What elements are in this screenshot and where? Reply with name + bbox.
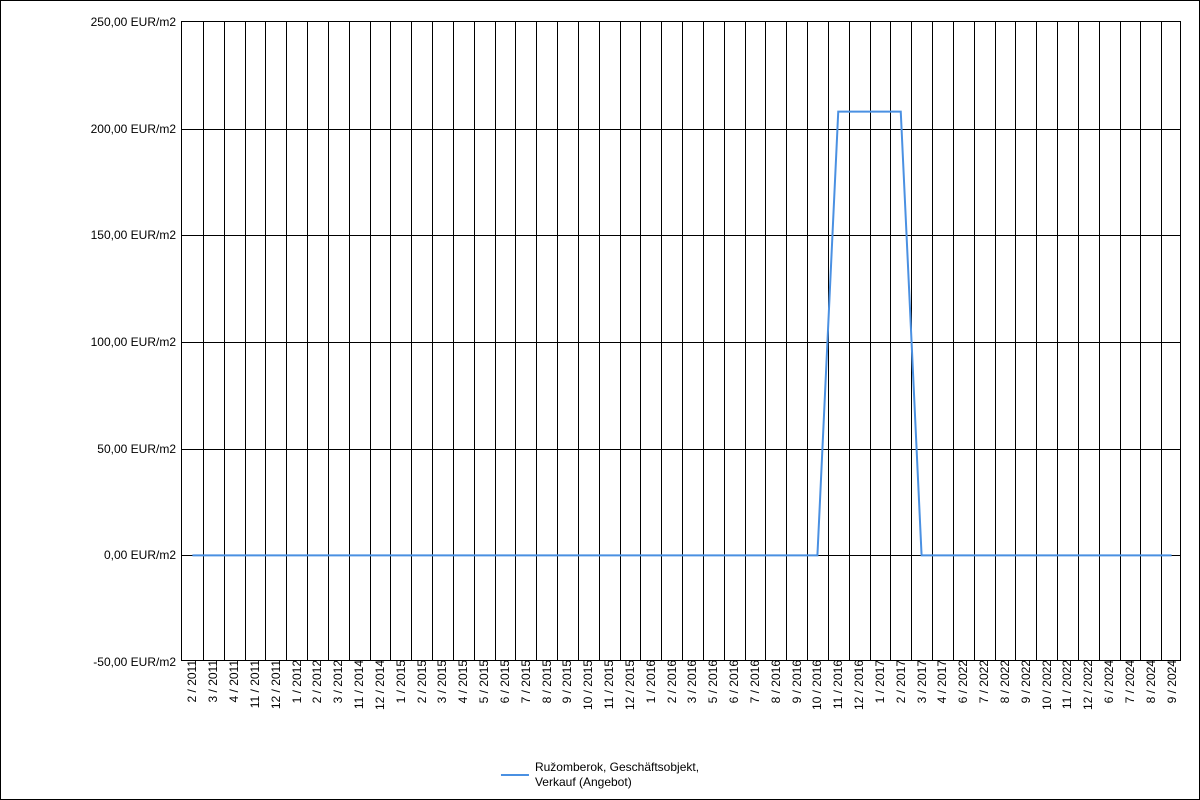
legend-label-line2: Verkauf (Angebot) <box>535 775 632 789</box>
chart-container: -50,00 EUR/m2 0,00 EUR/m2 50,00 EUR/m2 100,… <box>0 0 1200 800</box>
x-tick-label: 4 / 2015 <box>456 660 470 709</box>
x-tick-label: 8 / 2015 <box>540 660 554 709</box>
x-tick-label: 1 / 2015 <box>394 660 408 709</box>
x-tick-label: 11 / 2016 <box>831 660 845 715</box>
x-tick-label: 12 / 2015 <box>623 660 637 716</box>
x-tick-label: 7 / 2016 <box>748 660 762 709</box>
x-tick-label: 7 / 2022 <box>977 660 991 709</box>
x-tick-label: 2 / 2011 <box>185 660 199 708</box>
x-tick-label: 1 / 2016 <box>644 660 658 709</box>
x-tick-label: 11 / 2022 <box>1060 660 1074 715</box>
x-tick-label: 10 / 2022 <box>1040 660 1054 716</box>
x-tick-label: 6 / 2016 <box>727 660 741 709</box>
x-tick-label: 11 / 2015 <box>602 660 616 715</box>
x-tick-label: 2 / 2012 <box>310 660 324 709</box>
x-tick-label: 11 / 2014 <box>352 660 366 715</box>
legend: Ružomberok, Geschäftsobjekt, Verkauf (An… <box>501 760 699 789</box>
x-tick-label: 2 / 2017 <box>894 660 908 709</box>
y-tick-label: 200,00 EUR/m2 <box>91 122 182 136</box>
x-tick-label: 3 / 2011 <box>206 660 220 708</box>
x-tick-label: 6 / 2024 <box>1102 660 1116 709</box>
y-tick-label: 50,00 EUR/m2 <box>97 442 182 456</box>
x-tick-label: 6 / 2022 <box>956 660 970 709</box>
x-tick-label: 3 / 2017 <box>915 660 929 709</box>
x-tick-label: 9 / 2022 <box>1019 660 1033 709</box>
x-tick-label: 4 / 2011 <box>227 660 241 708</box>
plot-area: -50,00 EUR/m20,00 EUR/m250,00 EUR/m2100,… <box>181 21 1181 661</box>
x-tick-label: 3 / 2012 <box>331 660 345 709</box>
y-tick-label: 0,00 EUR/m2 <box>104 548 182 562</box>
x-tick-label: 8 / 2022 <box>998 660 1012 709</box>
x-tick-label: 12 / 2022 <box>1081 660 1095 716</box>
x-tick-label: 8 / 2016 <box>769 660 783 709</box>
x-tick-label: 10 / 2015 <box>581 660 595 716</box>
x-tick-label: 5 / 2016 <box>706 660 720 709</box>
x-tick-label: 7 / 2015 <box>519 660 533 709</box>
x-tick-label: 1 / 2017 <box>873 660 887 709</box>
y-tick-label: 150,00 EUR/m2 <box>91 228 182 242</box>
x-tick-label: 5 / 2015 <box>477 660 491 709</box>
x-tick-label: 12 / 2011 <box>269 660 283 715</box>
x-tick-label: 6 / 2015 <box>498 660 512 709</box>
x-tick-label: 3 / 2016 <box>685 660 699 709</box>
legend-label: Ružomberok, Geschäftsobjekt, Verkauf (An… <box>535 760 699 789</box>
legend-label-line1: Ružomberok, Geschäftsobjekt, <box>535 760 699 774</box>
x-tick-label: 2 / 2016 <box>665 660 679 709</box>
x-tick-label: 9 / 2015 <box>560 660 574 709</box>
x-tick-label: 9 / 2024 <box>1165 660 1179 709</box>
x-tick-label: 7 / 2024 <box>1123 660 1137 709</box>
y-tick-label: -50,00 EUR/m2 <box>93 655 182 669</box>
x-tick-label: 12 / 2016 <box>852 660 866 716</box>
legend-swatch <box>501 774 529 776</box>
x-tick-label: 8 / 2024 <box>1144 660 1158 709</box>
x-tick-label: 3 / 2015 <box>435 660 449 709</box>
x-tick-label: 4 / 2017 <box>935 660 949 709</box>
x-tick-label: 12 / 2014 <box>373 660 387 716</box>
x-tick-label: 2 / 2015 <box>415 660 429 709</box>
x-tick-label: 10 / 2016 <box>810 660 824 716</box>
y-tick-label: 250,00 EUR/m2 <box>91 15 182 29</box>
x-tick-label: 9 / 2016 <box>790 660 804 709</box>
x-tick-label: 1 / 2012 <box>290 660 304 709</box>
y-tick-label: 100,00 EUR/m2 <box>91 335 182 349</box>
x-tick-label: 11 / 2011 <box>248 660 262 714</box>
series-line <box>182 22 1182 662</box>
